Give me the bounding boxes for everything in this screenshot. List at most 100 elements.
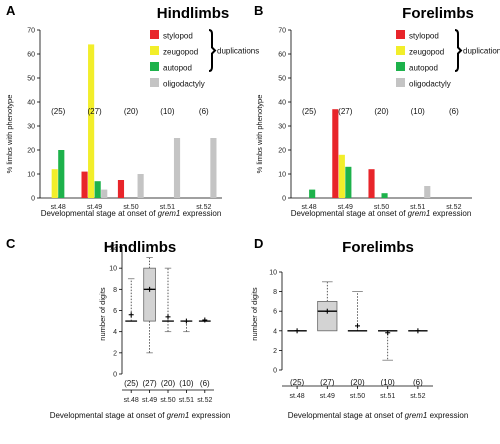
b-y-tick-label: 20 xyxy=(278,148,286,155)
panel-d: D Forelimbs number of digits Development… xyxy=(250,236,468,420)
a-count-label: (25) xyxy=(51,107,66,116)
a-y-tick-label: 60 xyxy=(27,52,35,59)
c-y-tick-label: 8 xyxy=(113,287,117,294)
c-y-tick-label: 4 xyxy=(113,329,117,336)
panel-b-legend: stylopod zeugopod autopod oligodactyly dupli… xyxy=(396,29,500,89)
c-y-tick-label: 2 xyxy=(113,350,117,357)
panel-d-xlabel: Developmental stage at onset of grem1 ex… xyxy=(288,411,469,420)
b-bar-zeugopod xyxy=(338,154,345,198)
b-y-tick-label: 60 xyxy=(278,52,286,59)
panel-d-plot: 0 2 4 6 8 10 st.48 (25) st.49 (27) st.50 (20) st.51 (… xyxy=(269,270,433,400)
d-y-tick-label: 4 xyxy=(273,328,277,335)
b-legend-label-zeugopod: zeugopod xyxy=(409,48,444,57)
b-y-tick-label: 40 xyxy=(278,100,286,107)
b-y-tick-label: 50 xyxy=(278,76,286,83)
b-x-tick-label: st.51 xyxy=(410,204,425,211)
a-legend-label-oligodactyly: oligodactyly xyxy=(163,80,205,89)
a-x-tick-label: st.51 xyxy=(160,204,175,211)
a-y-tick-label: 10 xyxy=(27,172,35,179)
b-y-tick-label: 30 xyxy=(278,124,286,131)
d-count-label: (27) xyxy=(320,378,335,387)
a-legend-swatch-oligodactyly xyxy=(150,78,159,87)
a-bar-stylopod xyxy=(117,180,125,198)
d-count-label: (6) xyxy=(413,378,423,387)
a-x-tick-label: st.49 xyxy=(87,204,102,211)
c-y-tick-label: 0 xyxy=(113,372,117,379)
c-x-tick-label: st.52 xyxy=(197,397,212,404)
d-box xyxy=(317,300,338,332)
b-bar-autopod xyxy=(345,166,352,198)
a-y-tick-label: 50 xyxy=(27,76,35,83)
panel-a-plot: 0 10 20 30 40 50 60 70 st.48 (25) st.49 (27) st.50 (2… xyxy=(27,28,222,211)
b-bar-autopod xyxy=(309,189,316,198)
panel-d-letter: D xyxy=(254,236,263,251)
a-x-tick-label: st.48 xyxy=(51,204,66,211)
a-bar-oligodactyly xyxy=(101,189,108,198)
c-count-label: (25) xyxy=(124,379,139,388)
c-y-tick-label: 12 xyxy=(109,245,117,252)
panel-b-plot: 0 10 20 30 40 50 60 70 st.48 (25) st.49 (27) st.50 (2… xyxy=(278,28,472,211)
c-x-tick-label: st.51 xyxy=(179,397,194,404)
a-legend-label-autopod: autopod xyxy=(163,64,192,73)
d-count-label: (10) xyxy=(381,378,396,387)
b-legend-bracket xyxy=(454,29,463,72)
d-x-tick-label: st.51 xyxy=(380,393,395,400)
d-y-tick-label: 10 xyxy=(269,270,277,277)
b-y-tick-label: 70 xyxy=(278,28,286,35)
panel-c: C Hindlimbs number of digits Development… xyxy=(6,236,230,420)
c-x-tick-label: st.49 xyxy=(142,397,157,404)
b-x-tick-label: st.52 xyxy=(446,204,461,211)
b-legend-label-autopod: autopod xyxy=(409,64,438,73)
d-y-tick-label: 0 xyxy=(273,368,277,375)
b-count-label: (6) xyxy=(449,107,459,116)
panel-b-ylabel: % limbs with phenotype xyxy=(255,95,264,174)
b-x-tick-label: st.50 xyxy=(374,204,389,211)
a-legend-swatch-zeugopod xyxy=(150,46,159,55)
panel-b-title: Forelimbs xyxy=(402,5,474,22)
c-count-label: (27) xyxy=(142,379,157,388)
a-legend-bracket-label: duplications xyxy=(217,47,259,56)
b-count-label: (27) xyxy=(338,107,353,116)
a-bar-zeugopod xyxy=(51,169,58,198)
b-legend-swatch-stylopod xyxy=(396,30,405,39)
b-legend-label-oligodactyly: oligodactyly xyxy=(409,80,451,89)
a-bar-oligodactyly xyxy=(137,174,144,198)
panel-a-legend: stylopod zeugopod autopod oligodactyly dupli… xyxy=(150,29,259,89)
d-y-tick-label: 6 xyxy=(273,309,277,316)
b-legend-swatch-zeugopod xyxy=(396,46,405,55)
a-y-tick-label: 0 xyxy=(31,196,35,203)
d-x-tick-label: st.50 xyxy=(350,393,365,400)
a-y-tick-label: 40 xyxy=(27,100,35,107)
a-legend-label-stylopod: stylopod xyxy=(163,32,193,41)
d-x-tick-label: st.52 xyxy=(410,393,425,400)
b-legend-bracket-label: duplications xyxy=(463,47,500,56)
d-x-tick-label: st.49 xyxy=(320,393,335,400)
a-x-tick-label: st.52 xyxy=(196,204,211,211)
a-bar-autopod xyxy=(94,181,101,198)
b-bar-autopod xyxy=(381,193,388,198)
c-count-label: (20) xyxy=(161,379,176,388)
panel-a: A Hindlimbs % limbs with phenotype Devel… xyxy=(5,3,259,218)
b-bar-stylopod xyxy=(332,109,339,198)
d-count-label: (25) xyxy=(290,378,305,387)
b-legend-label-stylopod: stylopod xyxy=(409,32,439,41)
a-bar-stylopod xyxy=(81,171,88,198)
b-y-tick-label: 10 xyxy=(278,172,286,179)
a-legend-label-zeugopod: zeugopod xyxy=(163,48,198,57)
panel-a-xlabel: Developmental stage at onset of grem1 ex… xyxy=(41,209,222,218)
panel-a-letter: A xyxy=(6,3,16,18)
a-bar-oligodactyly xyxy=(210,138,217,198)
a-count-label: (27) xyxy=(87,107,102,116)
panel-d-ylabel: number of digits xyxy=(250,287,259,341)
panel-c-letter: C xyxy=(6,236,16,251)
c-count-label: (6) xyxy=(200,379,210,388)
b-count-label: (25) xyxy=(302,107,317,116)
a-y-tick-label: 30 xyxy=(27,124,35,131)
a-y-tick-label: 70 xyxy=(27,28,35,35)
b-x-tick-label: st.48 xyxy=(302,204,317,211)
a-legend-bracket xyxy=(208,29,217,72)
a-bar-oligodactyly xyxy=(173,138,181,198)
b-legend-swatch-autopod xyxy=(396,62,405,71)
d-count-label: (20) xyxy=(350,378,365,387)
c-x-tick-label: st.48 xyxy=(124,397,139,404)
